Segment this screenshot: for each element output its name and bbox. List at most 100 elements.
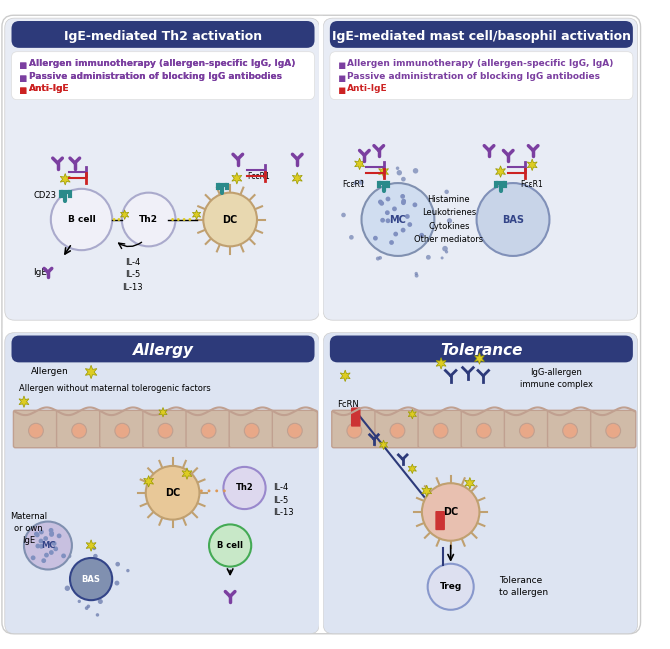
- Circle shape: [54, 546, 58, 551]
- FancyBboxPatch shape: [591, 410, 636, 448]
- Circle shape: [201, 423, 216, 438]
- Circle shape: [442, 246, 448, 252]
- Text: FcεR1: FcεR1: [247, 172, 270, 181]
- Text: Passive administration of blocking IgG antibodies: Passive administration of blocking IgG a…: [347, 72, 600, 81]
- Circle shape: [203, 193, 257, 247]
- Circle shape: [419, 233, 424, 238]
- FancyBboxPatch shape: [143, 410, 188, 448]
- Circle shape: [65, 585, 70, 591]
- FancyBboxPatch shape: [56, 410, 102, 448]
- Circle shape: [209, 524, 251, 567]
- Circle shape: [223, 467, 265, 509]
- Circle shape: [245, 423, 259, 438]
- Text: FcεR1: FcεR1: [342, 180, 365, 188]
- Text: ▪: ▪: [338, 84, 346, 97]
- Text: ▪: ▪: [338, 72, 346, 85]
- Polygon shape: [421, 485, 431, 496]
- Circle shape: [57, 533, 62, 538]
- Circle shape: [126, 569, 129, 572]
- Circle shape: [393, 232, 398, 236]
- Circle shape: [115, 562, 120, 567]
- FancyBboxPatch shape: [330, 52, 633, 100]
- Polygon shape: [379, 165, 389, 177]
- FancyBboxPatch shape: [351, 408, 360, 426]
- Text: IgE: IgE: [34, 268, 48, 276]
- Polygon shape: [408, 410, 417, 419]
- Circle shape: [31, 556, 36, 560]
- FancyBboxPatch shape: [186, 410, 231, 448]
- Circle shape: [122, 193, 176, 247]
- Polygon shape: [436, 358, 446, 369]
- Polygon shape: [379, 440, 388, 450]
- FancyBboxPatch shape: [332, 410, 377, 448]
- Circle shape: [50, 531, 54, 536]
- Circle shape: [93, 554, 98, 558]
- FancyBboxPatch shape: [100, 410, 145, 448]
- Polygon shape: [465, 478, 475, 489]
- Text: Passive administration of blocking IgG antibodies: Passive administration of blocking IgG a…: [29, 72, 282, 81]
- FancyBboxPatch shape: [11, 52, 314, 100]
- Circle shape: [34, 532, 39, 536]
- Circle shape: [379, 256, 382, 260]
- Text: IgE-mediated mast cell/basophil activation: IgE-mediated mast cell/basophil activati…: [332, 30, 631, 43]
- Polygon shape: [121, 210, 129, 219]
- Circle shape: [44, 553, 49, 557]
- Text: ▪: ▪: [19, 72, 27, 85]
- Text: Allergen without maternal tolerogenic factors: Allergen without maternal tolerogenic fa…: [19, 384, 211, 393]
- Polygon shape: [86, 540, 96, 551]
- Circle shape: [441, 256, 444, 260]
- Circle shape: [358, 180, 364, 185]
- Circle shape: [49, 550, 54, 555]
- FancyBboxPatch shape: [272, 410, 318, 448]
- Circle shape: [188, 218, 192, 221]
- Text: Allergen immunotherapy (allergen-specific IgG, IgA): Allergen immunotherapy (allergen-specifi…: [29, 59, 295, 68]
- Circle shape: [200, 489, 203, 493]
- Circle shape: [373, 236, 378, 241]
- Polygon shape: [474, 353, 484, 364]
- Text: DC: DC: [165, 488, 180, 498]
- Circle shape: [392, 206, 397, 211]
- Circle shape: [476, 183, 549, 256]
- Circle shape: [72, 423, 86, 438]
- Circle shape: [287, 423, 302, 438]
- Polygon shape: [85, 365, 97, 378]
- FancyBboxPatch shape: [229, 410, 274, 448]
- Text: FcRN: FcRN: [338, 400, 359, 409]
- Circle shape: [39, 544, 44, 549]
- Polygon shape: [159, 408, 167, 417]
- Polygon shape: [527, 159, 537, 171]
- Circle shape: [39, 530, 44, 534]
- Circle shape: [42, 558, 46, 563]
- Text: Th2: Th2: [139, 215, 158, 224]
- Polygon shape: [232, 173, 242, 184]
- Circle shape: [415, 274, 419, 278]
- Circle shape: [215, 489, 218, 493]
- Circle shape: [400, 194, 405, 199]
- Text: Th2: Th2: [236, 484, 253, 493]
- Circle shape: [380, 218, 385, 223]
- Circle shape: [389, 240, 394, 245]
- Text: Maternal
or own
IgE: Maternal or own IgE: [10, 512, 48, 545]
- FancyBboxPatch shape: [11, 21, 314, 48]
- Text: Tolerance: Tolerance: [440, 343, 523, 358]
- Text: ▪: ▪: [19, 84, 27, 97]
- Text: CD23: CD23: [34, 191, 56, 200]
- Text: ▪: ▪: [19, 72, 27, 85]
- Circle shape: [223, 489, 226, 493]
- Text: B cell: B cell: [217, 541, 243, 550]
- Polygon shape: [192, 210, 201, 219]
- Text: ▪: ▪: [19, 59, 27, 73]
- Circle shape: [379, 201, 384, 206]
- Polygon shape: [292, 173, 302, 184]
- Circle shape: [401, 199, 406, 204]
- FancyBboxPatch shape: [547, 410, 592, 448]
- Circle shape: [183, 218, 186, 221]
- Text: IgG-allergen
immune complex: IgG-allergen immune complex: [520, 368, 593, 389]
- Circle shape: [426, 255, 431, 260]
- Circle shape: [78, 600, 81, 603]
- Circle shape: [385, 210, 390, 215]
- Circle shape: [158, 423, 173, 438]
- Text: Tolerance
to allergen: Tolerance to allergen: [498, 576, 548, 597]
- Text: Treg: Treg: [440, 582, 462, 591]
- FancyBboxPatch shape: [323, 18, 638, 320]
